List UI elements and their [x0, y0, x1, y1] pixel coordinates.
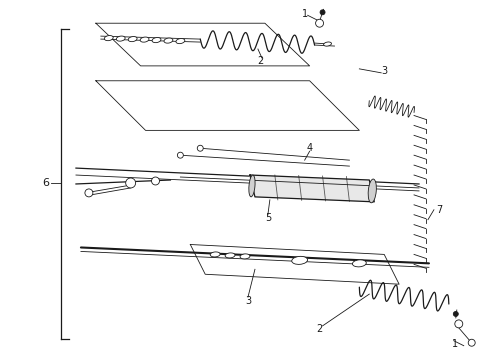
Ellipse shape [225, 253, 235, 258]
Ellipse shape [164, 38, 173, 43]
Text: 3: 3 [245, 296, 251, 306]
Text: 6: 6 [43, 178, 49, 188]
Text: 2: 2 [257, 56, 263, 66]
Circle shape [125, 178, 136, 188]
Text: 7: 7 [436, 205, 442, 215]
Ellipse shape [368, 179, 376, 203]
Ellipse shape [104, 36, 113, 41]
Circle shape [320, 10, 325, 15]
Ellipse shape [116, 36, 125, 41]
Circle shape [85, 189, 93, 197]
Ellipse shape [292, 256, 308, 264]
Ellipse shape [323, 42, 331, 46]
Ellipse shape [240, 254, 250, 259]
Text: 4: 4 [307, 143, 313, 153]
Text: 2: 2 [317, 324, 323, 334]
Circle shape [468, 339, 475, 346]
Ellipse shape [152, 37, 161, 42]
Circle shape [151, 177, 159, 185]
Text: 5: 5 [265, 213, 271, 223]
Circle shape [455, 320, 463, 328]
Circle shape [316, 19, 323, 27]
Circle shape [197, 145, 203, 151]
Text: 3: 3 [381, 66, 387, 76]
Text: 1: 1 [452, 339, 458, 349]
Ellipse shape [249, 175, 255, 197]
Polygon shape [250, 175, 374, 202]
Text: 1: 1 [302, 9, 308, 19]
Ellipse shape [210, 252, 220, 257]
Ellipse shape [128, 36, 137, 42]
Circle shape [453, 311, 458, 316]
Ellipse shape [140, 37, 149, 42]
Circle shape [177, 152, 183, 158]
Ellipse shape [176, 39, 185, 44]
Ellipse shape [352, 260, 367, 267]
